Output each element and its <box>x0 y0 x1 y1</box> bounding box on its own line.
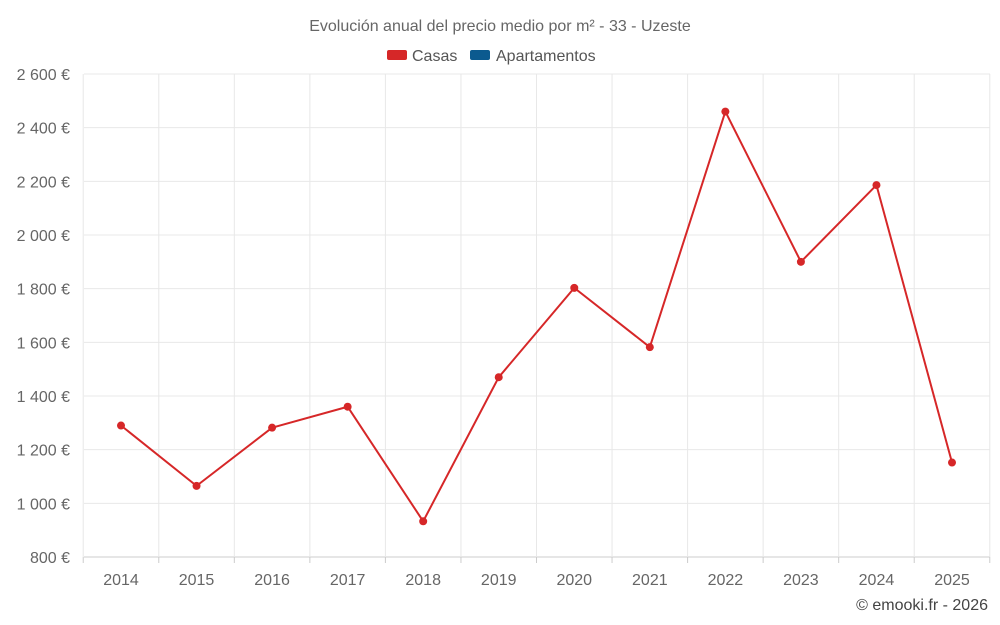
chart-title: Evolución anual del precio medio por m² … <box>309 18 691 35</box>
x-tick-label: 2017 <box>330 572 366 589</box>
x-tick-label: 2024 <box>859 572 895 589</box>
x-tick-label: 2016 <box>254 572 290 589</box>
y-tick-label: 1 600 € <box>17 335 70 352</box>
data-point-casas[interactable] <box>268 423 277 432</box>
y-tick-label: 1 200 € <box>17 443 70 460</box>
legend-item-apartamentos[interactable]: Apartamentos <box>470 48 596 65</box>
legend[interactable]: Casas Apartamentos <box>387 48 596 65</box>
y-tick-label: 2 000 € <box>17 228 70 245</box>
grid <box>82 73 991 563</box>
x-axis: 2014 2015 2016 2017 2018 2019 2020 2021 2022 2023… <box>103 572 970 589</box>
credit-text: © emooki.fr - 2026 <box>856 597 988 614</box>
series <box>117 107 956 526</box>
x-tick-label: 2014 <box>103 572 139 589</box>
y-tick-label: 1 000 € <box>17 496 70 513</box>
x-tick-label: 2023 <box>783 572 819 589</box>
data-point-casas[interactable] <box>192 481 201 490</box>
data-point-casas[interactable] <box>494 373 503 382</box>
data-point-casas[interactable] <box>645 343 654 352</box>
legend-swatch-casas <box>387 50 407 60</box>
data-point-casas[interactable] <box>948 458 956 467</box>
y-tick-label: 800 € <box>30 550 70 567</box>
y-tick-label: 2 600 € <box>17 67 70 84</box>
y-tick-label: 2 200 € <box>17 174 70 191</box>
y-tick-label: 2 400 € <box>17 121 70 138</box>
legend-item-casas[interactable]: Casas <box>387 48 457 65</box>
legend-label-apartamentos: Apartamentos <box>496 48 596 65</box>
data-point-casas[interactable] <box>419 517 428 526</box>
data-point-casas[interactable] <box>343 402 352 411</box>
x-tick-label: 2015 <box>179 572 215 589</box>
y-axis: 800 € 1 000 € 1 200 € 1 400 € 1 600 € 1 800 €… <box>17 67 70 567</box>
data-point-casas[interactable] <box>872 181 881 190</box>
legend-swatch-apartamentos <box>470 50 490 60</box>
x-tick-label: 2018 <box>405 572 441 589</box>
data-point-casas[interactable] <box>721 107 730 116</box>
x-tick-label: 2022 <box>708 572 744 589</box>
y-tick-label: 1 800 € <box>17 282 70 299</box>
x-tick-label: 2025 <box>934 572 970 589</box>
series-line-casas <box>120 110 953 523</box>
x-tick-label: 2020 <box>556 572 592 589</box>
y-tick-label: 1 400 € <box>17 389 70 406</box>
x-tick-label: 2019 <box>481 572 517 589</box>
legend-label-casas: Casas <box>412 48 457 65</box>
x-tick-label: 2021 <box>632 572 668 589</box>
data-point-casas[interactable] <box>570 283 579 292</box>
data-point-casas[interactable] <box>796 257 805 266</box>
data-point-casas[interactable] <box>117 421 125 430</box>
